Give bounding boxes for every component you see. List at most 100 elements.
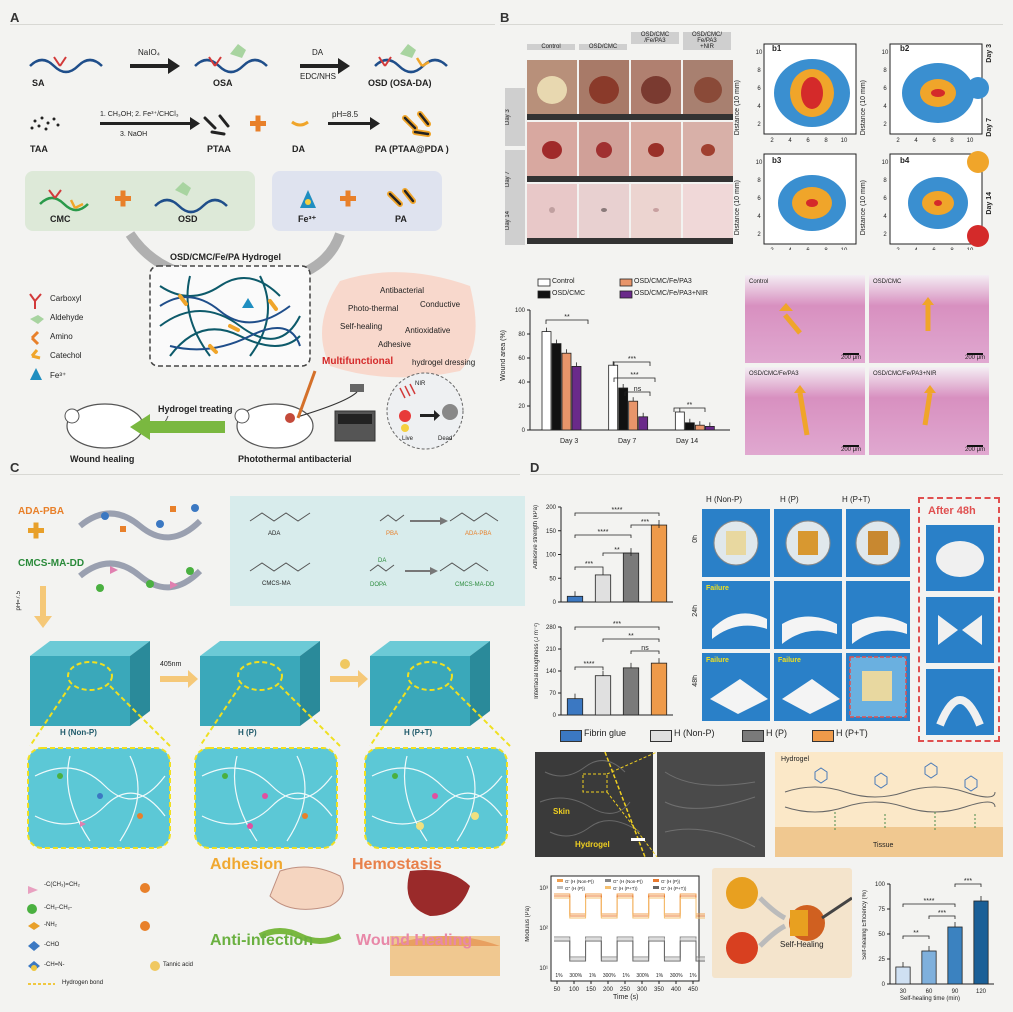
contour-tick: 4 xyxy=(788,138,792,144)
treating-label: Hydrogel treating xyxy=(158,404,233,414)
contour-day14 xyxy=(801,77,823,109)
photo-col-label: H (P) xyxy=(780,495,799,504)
wound-ylabel: Wound area (%) xyxy=(500,330,507,381)
function-adhesion: Adhesion xyxy=(210,856,283,873)
contour-tick: 2 xyxy=(883,122,887,128)
sem-hydrogel-label: Hydrogel xyxy=(575,840,610,849)
sem-skin-label: Skin xyxy=(553,807,570,816)
contour-tick: 4 xyxy=(883,214,887,220)
x-tick-label: 50 xyxy=(554,987,561,993)
bar xyxy=(638,416,649,431)
prop-adhesive: Adhesive xyxy=(378,340,411,349)
contour-legend-day3: Day 3 xyxy=(986,44,993,63)
y-tick-label: 25 xyxy=(878,957,885,963)
x-tick-label: 120 xyxy=(976,989,987,995)
divider xyxy=(500,24,1003,25)
bar xyxy=(973,900,989,985)
label-da-reagent: DA xyxy=(312,48,324,57)
dressing-label: hydrogel dressing xyxy=(412,358,476,367)
prop-selfhealing: Self-healing xyxy=(340,322,383,331)
legend-swatch xyxy=(605,879,611,882)
legend-left: -CH=N- xyxy=(44,962,65,968)
label-osd-comp: OSD xyxy=(178,214,198,224)
label-ph: pH=8.5 xyxy=(332,110,359,119)
contour-tick: 6 xyxy=(806,138,810,144)
sig-bracket xyxy=(613,377,656,382)
photothermal-label: Photothermal antibacterial xyxy=(238,454,352,464)
contour-tick: 10 xyxy=(882,160,889,166)
sig-bracket xyxy=(574,512,660,516)
x-tick: Day 7 xyxy=(618,438,637,445)
y-tick-label: 0 xyxy=(522,428,526,434)
failure-label: Failure xyxy=(706,585,729,592)
label-fe: Fe³⁺ xyxy=(298,214,317,224)
y-tick-label: 200 xyxy=(546,505,557,511)
bar xyxy=(618,387,629,431)
histo-label: OSD/CMC xyxy=(873,279,902,285)
sig-label: **** xyxy=(598,529,609,536)
legend-entry: G' (H (P)) xyxy=(661,879,681,884)
contour-ylabel: Distance (10 mm) xyxy=(860,80,867,136)
prop-conductive: Conductive xyxy=(420,300,461,309)
bar xyxy=(694,424,705,431)
y-tick-label: 140 xyxy=(546,669,557,675)
panel-label-c: C xyxy=(10,460,20,475)
self-healing-label: Self-Healing xyxy=(780,940,824,949)
legend-amino: Amino xyxy=(50,332,73,341)
photo-row-label: 0h xyxy=(692,535,699,543)
sig-label: ** xyxy=(687,402,693,409)
contour-tick: 6 xyxy=(757,86,761,92)
y-tick-label: 40 xyxy=(518,380,525,386)
contour-plots: 2 2 4 4 6 6 8 8 10 10 2 2 4 4 6 6 8 8 10 10 2 2 4 4 6 6 8 8 10 10 2 2 4 4… xyxy=(734,30,1005,250)
adhesion-legend: Fibrin glue H (Non-P) H (P) H (P+T) xyxy=(560,728,920,742)
legend-swatch xyxy=(560,730,582,742)
panel-c: ADA-PBA CMCS-MA-DD pH=7.5 ADA PBA ADA-PB… xyxy=(10,476,525,1006)
sig-label: *** xyxy=(630,372,638,379)
photo-col-label: Control xyxy=(527,44,575,50)
label-ptaa: PTAA xyxy=(207,144,231,154)
contour-tick: 2 xyxy=(770,248,774,250)
legend-left: -NH₂ xyxy=(44,922,57,928)
adhesion-photo-grid: H (Non-P) H (P) H (P+T) 0h 24h 48h Failu… xyxy=(690,495,910,725)
bar xyxy=(541,331,552,431)
contour-tick: 2 xyxy=(757,232,761,238)
sig-label: **** xyxy=(924,898,935,905)
contour-day14 xyxy=(931,89,945,97)
contour-title: b2 xyxy=(900,44,910,53)
sig-bracket xyxy=(574,534,632,538)
strain-label: 1% xyxy=(555,973,563,979)
legend-entry: OSD/CMC xyxy=(552,290,586,297)
legend-swatch xyxy=(653,886,659,889)
prop-photothermal: Photo-thermal xyxy=(348,304,399,313)
bar xyxy=(594,574,612,603)
x-tick-label: 200 xyxy=(603,987,614,993)
sig-bracket xyxy=(902,935,930,939)
sig-bracket xyxy=(574,566,604,570)
rheology-chart: 50 100 150 200 250 300 350 400 450 10³ 10² 10¹ 1% 300… xyxy=(525,866,705,1006)
contour-tick: 8 xyxy=(950,138,954,144)
contour-tick: 6 xyxy=(883,196,887,202)
strain-label: 300% xyxy=(636,973,649,979)
label-edc-nhs: EDC/NHS xyxy=(300,72,337,81)
rheo-xlabel: Time (s) xyxy=(613,994,639,1001)
sig-label: *** xyxy=(938,910,946,917)
sig-label: *** xyxy=(613,621,621,628)
heal-ylabel: Self-healing Efficiency (%) xyxy=(862,890,868,960)
rheo-ylabel: Modulus (Pa) xyxy=(525,906,531,942)
scale-bar-label: 200 μm xyxy=(841,447,862,453)
bar xyxy=(622,667,640,716)
contour-ylabel: Distance (10 mm) xyxy=(734,180,741,236)
histo-label: OSD/CMC/Fe/PA3+NIR xyxy=(873,371,937,377)
rxn-label: ADA-PBA xyxy=(465,531,492,537)
bar xyxy=(594,675,612,716)
label-cmc: CMC xyxy=(50,214,71,224)
after-48h-title: After 48h xyxy=(928,505,976,517)
y-tick-label: 50 xyxy=(549,576,556,582)
legend-entry: Fibrin glue xyxy=(584,728,627,738)
failure-label: Failure xyxy=(778,657,801,664)
sig-bracket xyxy=(545,319,589,324)
y-tick-label: 10² xyxy=(539,926,548,932)
contour-tick: 10 xyxy=(882,50,889,56)
strain-label: 1% xyxy=(656,973,664,979)
x-tick: Day 14 xyxy=(676,438,699,445)
